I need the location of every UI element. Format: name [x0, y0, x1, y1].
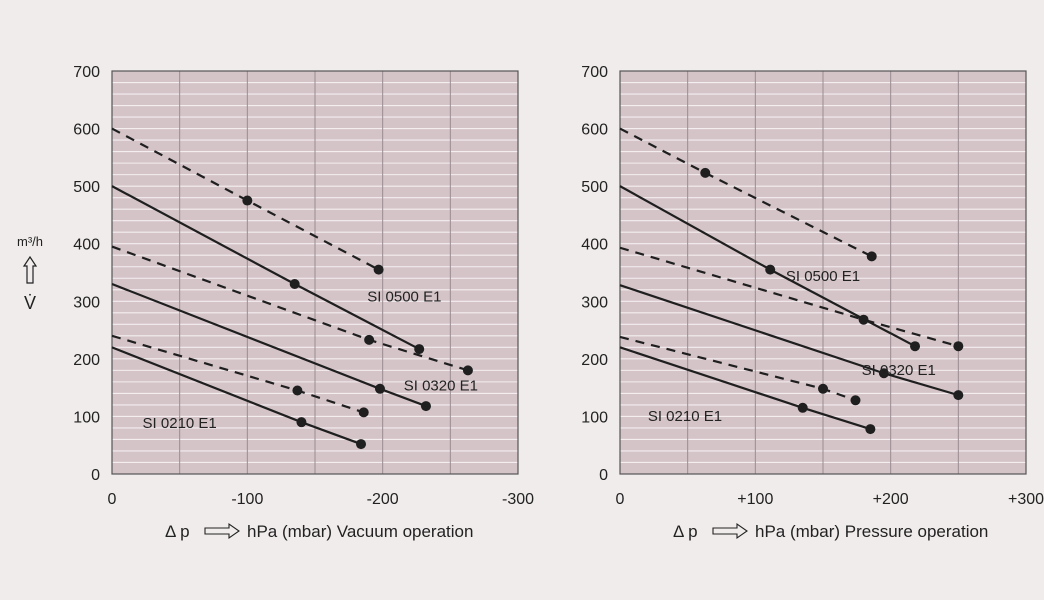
- data-point: [866, 251, 877, 262]
- data-point: [797, 402, 808, 413]
- right-arrow-icon: [204, 522, 240, 540]
- y-tick-label: 400: [581, 237, 608, 254]
- y-tick-label: 300: [581, 294, 608, 311]
- data-point: [373, 264, 384, 275]
- series-annotation-label: SI 0210 E1: [648, 408, 722, 425]
- y-tick-label: 600: [581, 122, 608, 139]
- x-tick-label: -200: [367, 491, 399, 508]
- y-tick-label: 600: [73, 122, 100, 139]
- data-point: [865, 424, 876, 435]
- data-point: [374, 383, 385, 394]
- data-point: [910, 341, 921, 352]
- plot-frame: [111, 70, 519, 475]
- series-annotation-label: SI 0320 E1: [862, 362, 936, 379]
- series-line-3-dashed: [619, 246, 959, 348]
- x-tick-label: 0: [616, 491, 625, 508]
- x-tick-label: +300: [1008, 491, 1044, 508]
- x-tick-label: -300: [502, 491, 534, 508]
- data-point: [462, 365, 473, 376]
- data-point: [700, 167, 711, 178]
- y-axis-title: m³/h V̇: [17, 234, 43, 313]
- data-point: [850, 395, 861, 406]
- x-tick-label: +100: [737, 491, 773, 508]
- x-axis-prefix: Δ p: [673, 522, 698, 541]
- x-axis-title: Δ p hPa (mbar) Pressure operation: [673, 522, 988, 541]
- data-point: [878, 368, 889, 379]
- data-point: [356, 439, 367, 450]
- data-point: [242, 195, 253, 206]
- series-annotation-label: SI 0210 E1: [143, 415, 217, 432]
- data-point: [292, 385, 303, 396]
- y-tick-label: 500: [581, 179, 608, 196]
- plot-frame: [619, 70, 1027, 475]
- data-point: [358, 407, 369, 418]
- data-point: [414, 344, 425, 355]
- y-tick-label: 700: [581, 64, 608, 81]
- data-point: [296, 417, 307, 428]
- data-point: [364, 334, 375, 345]
- chart-panel-vacuum: 0 100 200 300 400 500 600 700 0 -100 -200 -300 Δ p hP…: [73, 64, 534, 541]
- right-arrow-icon: [712, 522, 748, 540]
- data-point: [953, 341, 964, 352]
- data-point: [953, 390, 964, 401]
- y-tick-label: 100: [73, 409, 100, 426]
- data-point: [289, 279, 300, 290]
- series-annotation-label: SI 0500 E1: [367, 288, 441, 305]
- chart-panel-pressure: 0 100 200 300 400 500 600 700 0 +100 +200 +300 Δ p hP…: [581, 64, 1044, 541]
- y-tick-label: 200: [73, 352, 100, 369]
- charts-root: 0 100 200 300 400 500 600 700 0 -100 -200 -300 Δ p hP…: [73, 64, 1044, 541]
- y-tick-label: 500: [73, 179, 100, 196]
- data-point: [818, 383, 828, 394]
- y-tick-label: 200: [581, 352, 608, 369]
- series-line-1-dashed: [111, 127, 380, 271]
- y-tick-label: 700: [73, 64, 100, 81]
- x-axis-label: hPa (mbar) Vacuum operation: [247, 522, 473, 541]
- x-axis-title: Δ p hPa (mbar) Vacuum operation: [165, 522, 473, 541]
- x-tick-label: -100: [231, 491, 263, 508]
- series-annotation-label: SI 0500 E1: [786, 268, 860, 285]
- y-tick-label: 300: [73, 294, 100, 311]
- y-tick-label: 100: [581, 409, 608, 426]
- data-point: [858, 314, 869, 325]
- y-tick-label: 0: [91, 467, 100, 484]
- up-arrow-icon: [22, 255, 38, 284]
- x-axis-prefix: Δ p: [165, 522, 190, 541]
- y-axis-unit: m³/h: [17, 234, 43, 249]
- x-tick-label: +200: [873, 491, 909, 508]
- y-tick-label: 400: [73, 237, 100, 254]
- series-annotation-label: SI 0320 E1: [404, 378, 478, 395]
- data-point: [420, 401, 431, 412]
- x-tick-label: 0: [108, 491, 117, 508]
- y-tick-label: 0: [599, 467, 608, 484]
- y-axis-symbol: V̇: [24, 293, 36, 313]
- x-axis-label: hPa (mbar) Pressure operation: [755, 522, 988, 541]
- data-point: [765, 264, 776, 275]
